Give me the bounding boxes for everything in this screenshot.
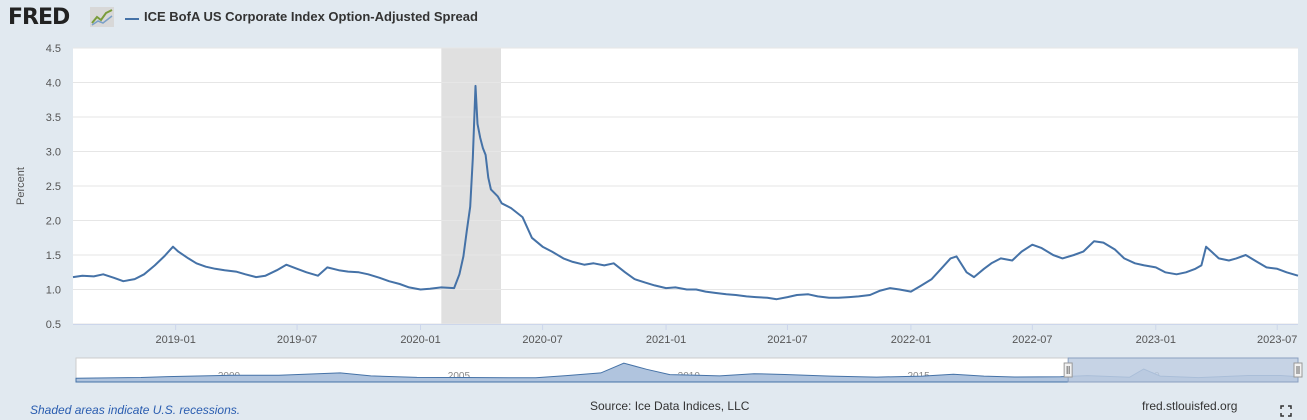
y-tick-1: 1.0 <box>46 285 61 297</box>
fred-logo[interactable]: FRED <box>8 5 70 30</box>
navigator-selection[interactable] <box>1067 357 1299 383</box>
nav-handle-right-grip[interactable] <box>1293 362 1303 378</box>
y-tick-2: 1.5 <box>46 250 61 262</box>
y-tick-5: 3.0 <box>46 147 61 159</box>
x-tick-5: 2021-07 <box>767 334 807 346</box>
x-tick-labels: 2019-01 2019-07 2020-01 2020-07 2021-01 2021-… <box>155 324 1297 346</box>
legend-swatch <box>125 18 139 20</box>
navigator-handle-left[interactable] <box>1063 362 1073 378</box>
x-tick-9: 2023-07 <box>1257 334 1297 346</box>
series-line-0[interactable] <box>72 84 1299 301</box>
x-tick-6: 2022-01 <box>891 334 931 346</box>
navigator-handle-right[interactable] <box>1293 362 1303 378</box>
chart-area: 0.51.01.52.02.53.03.54.04.5 2019-01 2019-… <box>15 43 1303 383</box>
expand-icon[interactable] <box>1280 405 1292 417</box>
x-tick-1: 2019-07 <box>277 334 317 346</box>
navigator-label-1: 2005 <box>448 371 471 382</box>
y-tick-3: 2.0 <box>46 216 61 228</box>
gridlines-layer <box>73 47 1298 325</box>
chart-header: FRED ICE BofA US Corporate Index Option-… <box>8 4 908 34</box>
nav-handle-left-grip[interactable] <box>1063 362 1073 378</box>
x-tick-7: 2022-07 <box>1012 334 1052 346</box>
navigator[interactable]: 20002005201020152020 <box>75 357 1303 383</box>
y-tick-8: 4.5 <box>46 43 61 55</box>
y-axis-title: Percent <box>15 167 27 205</box>
x-tick-4: 2021-01 <box>646 334 686 346</box>
x-tick-8: 2023-01 <box>1136 334 1176 346</box>
fred-url[interactable]: fred.stlouisfed.org <box>1142 399 1238 413</box>
x-tick-0: 2019-01 <box>155 334 195 346</box>
y-tick-4: 2.5 <box>46 181 61 193</box>
y-tick-6: 3.5 <box>46 112 61 124</box>
y-tick-0: 0.5 <box>46 319 61 331</box>
x-tick-3: 2020-07 <box>522 334 562 346</box>
line-graph-icon <box>90 7 114 27</box>
series-layer <box>72 84 1299 301</box>
source-note: Source: Ice Data Indices, LLC <box>590 399 750 413</box>
y-tick-7: 4.0 <box>46 78 61 90</box>
recession-note[interactable]: Shaded areas indicate U.S. recessions. <box>30 403 241 417</box>
chart-title: ICE BofA US Corporate Index Option-Adjus… <box>144 9 478 24</box>
x-tick-2: 2020-01 <box>400 334 440 346</box>
y-tick-labels: 0.5 1.0 1.5 2.0 2.5 3.0 3.5 4.0 4.5 <box>46 43 61 331</box>
